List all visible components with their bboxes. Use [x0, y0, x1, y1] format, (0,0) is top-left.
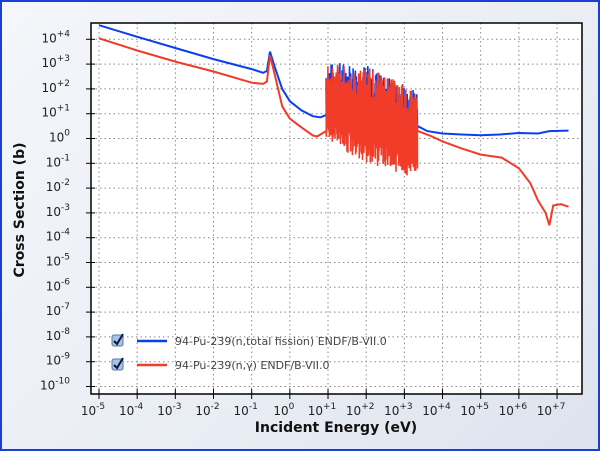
x-tick-label: 10-5 [81, 402, 105, 418]
series-line-high-energy [417, 130, 569, 226]
y-tick-label: 100 [49, 129, 70, 145]
y-tick-label: 10+3 [41, 54, 70, 70]
x-tick-label: 10-3 [157, 402, 181, 418]
y-axis-ticks: 10+4 10+3 10+2 10+1 100 10-1 10-2 10-3 10-4 10-5 1… [40, 29, 95, 393]
x-tick-label: 10+5 [460, 402, 489, 418]
y-tick-label: 10-3 [46, 203, 70, 219]
legend-label: 94-Pu-239(n,γ) ENDF/B-VII.0 [175, 359, 329, 372]
y-tick-label: 10-2 [46, 178, 70, 194]
x-tick-label: 10+2 [346, 402, 375, 418]
checkmark-icon [113, 333, 124, 346]
x-tick-label: 10-1 [234, 402, 258, 418]
legend-checkbox[interactable] [111, 357, 124, 371]
series-line-high-energy [417, 125, 569, 137]
y-tick-label: 10-7 [46, 302, 70, 318]
y-tick-label: 10-9 [46, 352, 71, 368]
series-line-low-energy [98, 24, 327, 119]
series-resonance-region [325, 64, 419, 176]
x-tick-label: 10+1 [308, 402, 337, 418]
y-tick-label: 10-10 [40, 377, 70, 393]
legend-label: 94-Pu-239(n,total fission) ENDF/B-VII.0 [175, 335, 387, 348]
checkmark-icon [113, 357, 124, 370]
y-tick-label: 10-1 [46, 153, 70, 169]
legend-checkbox[interactable] [111, 333, 124, 347]
x-tick-label: 10+6 [499, 402, 528, 418]
y-tick-label: 10+4 [41, 29, 70, 45]
x-tick-label: 100 [273, 402, 294, 418]
y-axis-label: Cross Section (b) [12, 143, 28, 278]
x-tick-label: 10-2 [195, 402, 219, 418]
x-axis-ticks: 10-5 10-4 10-3 10-2 10-1 100 10+1 10+2 10+3 10+4 1… [81, 389, 565, 418]
y-tick-label: 10+1 [41, 104, 70, 120]
series-1 [98, 37, 569, 226]
series-line-low-energy [98, 37, 327, 138]
x-tick-label: 10-4 [119, 402, 144, 418]
y-tick-label: 10-4 [46, 228, 71, 244]
x-tick-label: 10+4 [422, 402, 451, 418]
y-tick-label: 10-8 [46, 327, 71, 343]
y-tick-label: 10-5 [46, 253, 70, 269]
data-curves [98, 24, 569, 226]
legend: 94-Pu-239(n,total fission) ENDF/B-VII.0 9… [111, 333, 387, 372]
x-axis-label: Incident Energy (eV) [255, 420, 417, 436]
y-tick-label: 10-6 [46, 277, 71, 293]
x-tick-label: 10+3 [384, 402, 413, 418]
y-tick-label: 10+2 [41, 79, 70, 95]
grid-lines [91, 23, 582, 394]
x-tick-label: 10+7 [537, 402, 566, 418]
plot-border [90, 22, 583, 395]
